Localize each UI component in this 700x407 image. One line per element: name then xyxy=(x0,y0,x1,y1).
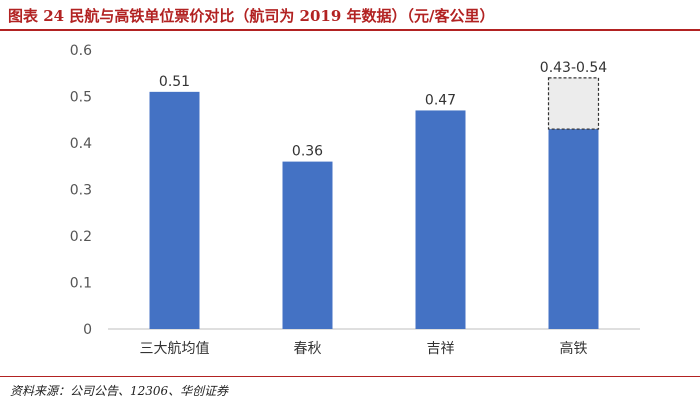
source-note: 资料来源：公司公告、12306、华创证券 xyxy=(10,384,229,398)
bars-group xyxy=(149,77,600,329)
range-box xyxy=(547,77,600,130)
y-tick-label: 0.2 xyxy=(70,229,92,245)
bar xyxy=(415,110,466,329)
bar xyxy=(548,129,599,329)
source-divider xyxy=(0,376,700,377)
x-axis: 三大航均值 春秋 吉祥 高铁 xyxy=(140,340,588,357)
x-tick-label: 高铁 xyxy=(560,340,588,357)
y-tick-label: 0.4 xyxy=(70,136,92,152)
y-axis: 0 0.1 0.2 0.3 0.4 0.5 0.6 xyxy=(70,43,92,338)
data-label: 0.43-0.54 xyxy=(540,60,607,76)
y-tick-label: 0 xyxy=(83,322,92,338)
y-tick-label: 0.1 xyxy=(70,276,92,292)
bar xyxy=(149,91,200,329)
bar xyxy=(282,161,333,329)
y-tick-label: 0.3 xyxy=(70,183,92,199)
figure-title: 图表 24 民航与高铁单位票价对比（航司为 2019 年数据）（元/客公里） xyxy=(8,7,495,25)
data-label: 0.51 xyxy=(159,74,190,90)
data-label: 0.36 xyxy=(292,144,323,160)
x-tick-label: 吉祥 xyxy=(427,341,455,357)
x-tick-label: 三大航均值 xyxy=(140,341,210,357)
title-divider xyxy=(0,29,700,31)
x-tick-label: 春秋 xyxy=(294,341,322,357)
y-tick-label: 0.6 xyxy=(70,43,92,59)
data-labels: 0.51 0.36 0.47 0.43-0.54 xyxy=(159,60,607,160)
bar-chart: 0 0.1 0.2 0.3 0.4 0.5 0.6 三大航均值 春秋 吉祥 高铁 0.51 0.36… xyxy=(70,43,640,357)
data-label: 0.47 xyxy=(425,92,456,108)
y-tick-label: 0.5 xyxy=(70,90,92,106)
